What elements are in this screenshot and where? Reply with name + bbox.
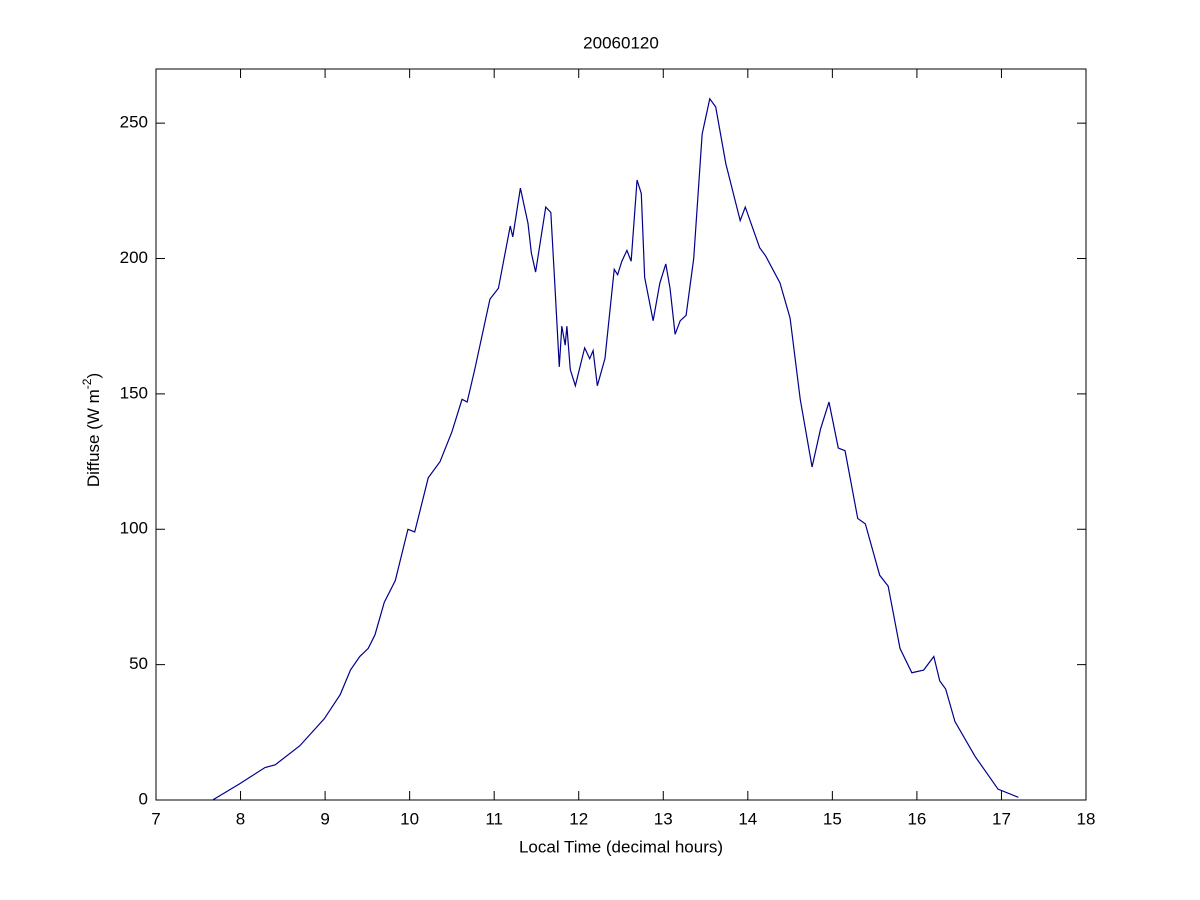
y-tick-label: 200: [120, 248, 148, 267]
y-label-main: Diffuse (W m: [84, 389, 103, 487]
chart-title: 20060120: [583, 33, 659, 52]
x-tick-label: 12: [569, 809, 588, 828]
x-tick-label: 11: [485, 809, 503, 828]
y-tick-label: 100: [120, 519, 148, 538]
x-tick-label: 9: [320, 809, 329, 828]
x-tick-label: 18: [1077, 809, 1096, 828]
y-tick-label: 0: [139, 789, 148, 808]
y-tick-label: 150: [120, 383, 148, 402]
x-axis-label: Local Time (decimal hours): [519, 837, 723, 856]
y-label-end: ): [84, 373, 103, 379]
x-tick-label: 17: [992, 809, 1011, 828]
y-axis-label: Diffuse (W m-2): [80, 373, 103, 487]
y-tick-label: 50: [129, 654, 148, 673]
x-tick-label: 14: [738, 809, 757, 828]
x-tick-label: 10: [400, 809, 419, 828]
x-tick-label: 15: [823, 809, 842, 828]
x-tick-label: 7: [151, 809, 160, 828]
x-tick-label: 8: [236, 809, 245, 828]
data-line: [212, 97, 1019, 801]
axes-box: [155, 68, 1087, 801]
x-tick-label: 16: [907, 809, 926, 828]
y-label-sup: -2: [80, 378, 94, 389]
x-tick-label: 13: [654, 809, 673, 828]
y-tick-label: 250: [120, 113, 148, 132]
